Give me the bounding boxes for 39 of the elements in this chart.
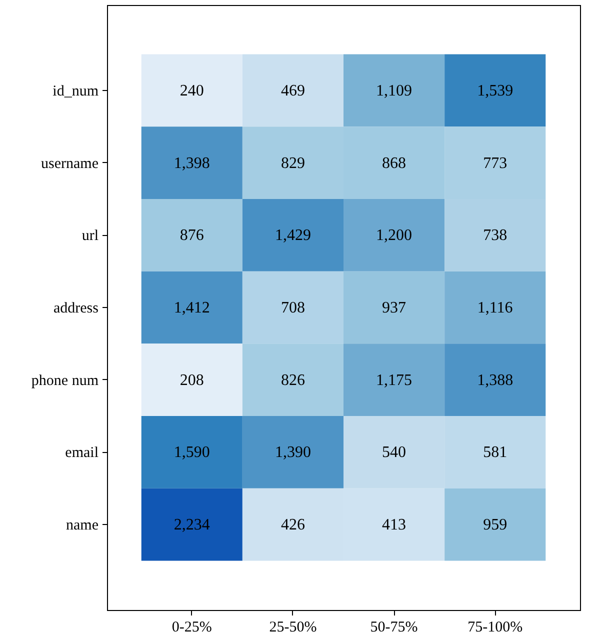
data-label: 1,590 <box>174 444 210 462</box>
x-tick-label: 75-100% <box>468 620 523 636</box>
data-label: 1,175 <box>376 372 412 389</box>
data-label: 413 <box>382 516 406 534</box>
y-tick-label: username <box>41 156 99 172</box>
data-label: 1,398 <box>174 154 210 172</box>
y-tick-label: email <box>65 445 98 462</box>
data-label: 826 <box>280 372 305 389</box>
data-label: 1,390 <box>274 444 311 462</box>
data-label: 1,539 <box>477 82 514 100</box>
y-tick-label: id_num <box>52 83 99 100</box>
data-label: 1,200 <box>376 227 412 244</box>
data-label: 829 <box>280 154 305 172</box>
y-tick-label: phone num <box>31 372 99 389</box>
data-label: 868 <box>382 154 406 172</box>
x-tick-label: 0-25% <box>172 620 212 636</box>
y-tick-label: address <box>54 300 99 316</box>
data-label: 208 <box>180 372 204 389</box>
data-label: 469 <box>280 82 305 100</box>
y-tick-label: name <box>66 518 99 534</box>
data-label: 1,429 <box>274 227 311 244</box>
data-label: 1,388 <box>477 372 514 389</box>
data-label: 937 <box>382 300 406 316</box>
data-label: 959 <box>483 516 508 534</box>
y-tick-label: url <box>82 228 98 244</box>
data-label: 1,116 <box>477 300 513 316</box>
x-tick-label: 25-50% <box>269 620 317 636</box>
data-label: 876 <box>180 227 204 244</box>
data-label: 738 <box>483 227 508 244</box>
data-label: 708 <box>280 300 305 316</box>
data-label: 240 <box>180 82 204 100</box>
data-label: 540 <box>382 444 406 462</box>
data-label: 581 <box>483 444 508 462</box>
data-label: 426 <box>280 516 305 534</box>
data-label: 1,412 <box>174 300 210 316</box>
x-tick-label: 50-75% <box>370 620 418 636</box>
data-label: 773 <box>483 154 508 172</box>
data-label: 2,234 <box>174 516 210 534</box>
data-label: 1,109 <box>376 82 412 100</box>
